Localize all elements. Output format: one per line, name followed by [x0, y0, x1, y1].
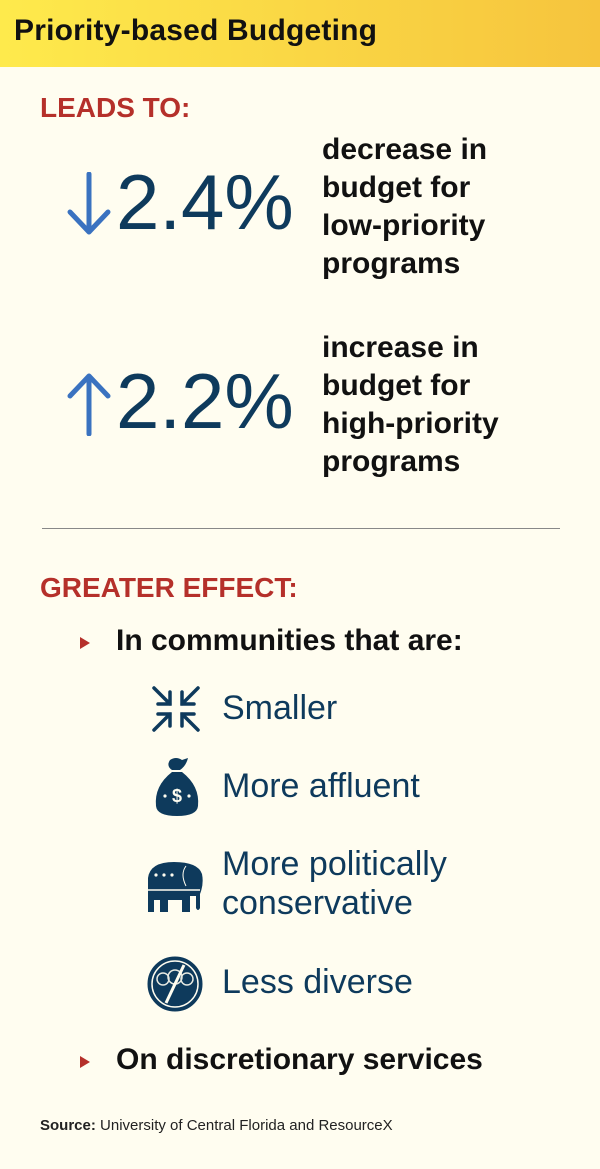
item-more-affluent: More affluent: [222, 767, 420, 805]
republican-elephant-icon: [148, 862, 203, 912]
arrow-down-icon: [67, 172, 111, 235]
item-less-diverse: Less diverse: [222, 963, 413, 1001]
text-line: programs: [322, 247, 461, 280]
item-more-conservative: More politically conservative: [222, 845, 447, 923]
no-diversity-people-icon: [147, 956, 203, 1012]
stat-increase-value: 2.2%: [116, 357, 294, 445]
stat-decrease-description: decrease in budget for low-priority prog…: [322, 131, 487, 283]
leads-to-heading: LEADS TO:: [40, 92, 191, 123]
text-line: increase in: [322, 331, 479, 364]
arrow-up-icon: [67, 373, 111, 436]
item-smaller: Smaller: [222, 689, 338, 727]
text-line: programs: [322, 445, 461, 478]
money-bag-icon: $: [155, 758, 199, 816]
text-line: decrease in: [322, 133, 488, 166]
source-text: University of Central Florida and Resour…: [95, 1117, 393, 1134]
text-line: conservative: [222, 884, 413, 922]
source-label: Source:: [40, 1117, 96, 1134]
bullet-triangle-icon: [80, 1056, 90, 1068]
stat-increase-description: increase in budget for high-priority pro…: [322, 329, 499, 481]
text-line: More politically: [222, 845, 447, 883]
text-line: low-priority: [322, 209, 486, 242]
text-line: budget for: [322, 171, 471, 204]
source-note: Source: University of Central Florida an…: [40, 1117, 393, 1134]
bullet-discretionary: On discretionary services: [116, 1043, 483, 1076]
page-title: Priority-based Budgeting: [14, 14, 378, 47]
svg-text:$: $: [172, 786, 182, 806]
header-banner: [0, 0, 600, 67]
greater-effect-heading: GREATER EFFECT:: [40, 572, 298, 603]
text-line: budget for: [322, 369, 471, 402]
divider: [42, 528, 560, 529]
text-line: high-priority: [322, 407, 499, 440]
bullet-communities: In communities that are:: [116, 624, 463, 657]
stat-decrease-value: 2.4%: [116, 158, 294, 246]
bullet-triangle-icon: [80, 637, 90, 649]
compress-arrows-icon: [152, 686, 200, 732]
